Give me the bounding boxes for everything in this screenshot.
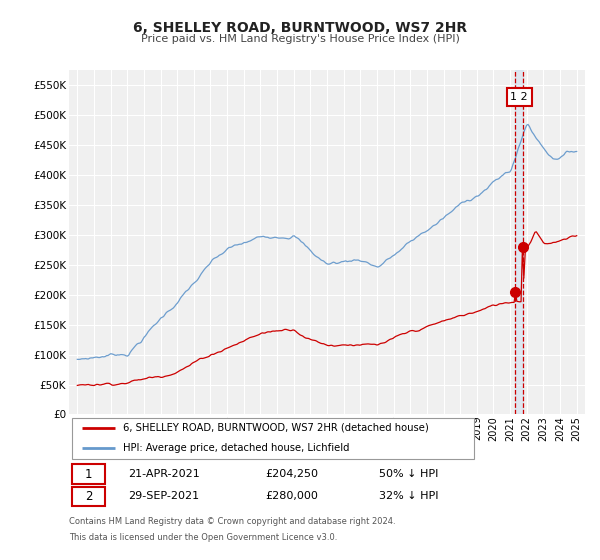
- Text: £280,000: £280,000: [265, 491, 318, 501]
- Text: 32% ↓ HPI: 32% ↓ HPI: [379, 491, 438, 501]
- Text: 50% ↓ HPI: 50% ↓ HPI: [379, 469, 438, 479]
- Text: 6, SHELLEY ROAD, BURNTWOOD, WS7 2HR (detached house): 6, SHELLEY ROAD, BURNTWOOD, WS7 2HR (det…: [123, 423, 429, 433]
- Text: 2: 2: [85, 489, 92, 502]
- Text: Contains HM Land Registry data © Crown copyright and database right 2024.: Contains HM Land Registry data © Crown c…: [69, 517, 395, 526]
- Text: 29-SEP-2021: 29-SEP-2021: [128, 491, 199, 501]
- Text: £204,250: £204,250: [265, 469, 318, 479]
- Text: 1 2: 1 2: [511, 92, 528, 102]
- Bar: [515, 70, 523, 414]
- FancyBboxPatch shape: [71, 464, 105, 484]
- Text: 21-APR-2021: 21-APR-2021: [128, 469, 200, 479]
- Text: 1: 1: [85, 468, 92, 481]
- FancyBboxPatch shape: [71, 487, 105, 506]
- Text: Price paid vs. HM Land Registry's House Price Index (HPI): Price paid vs. HM Land Registry's House …: [140, 34, 460, 44]
- Text: 6, SHELLEY ROAD, BURNTWOOD, WS7 2HR: 6, SHELLEY ROAD, BURNTWOOD, WS7 2HR: [133, 21, 467, 35]
- FancyBboxPatch shape: [71, 418, 474, 459]
- Text: This data is licensed under the Open Government Licence v3.0.: This data is licensed under the Open Gov…: [69, 533, 337, 542]
- Text: HPI: Average price, detached house, Lichfield: HPI: Average price, detached house, Lich…: [123, 444, 350, 454]
